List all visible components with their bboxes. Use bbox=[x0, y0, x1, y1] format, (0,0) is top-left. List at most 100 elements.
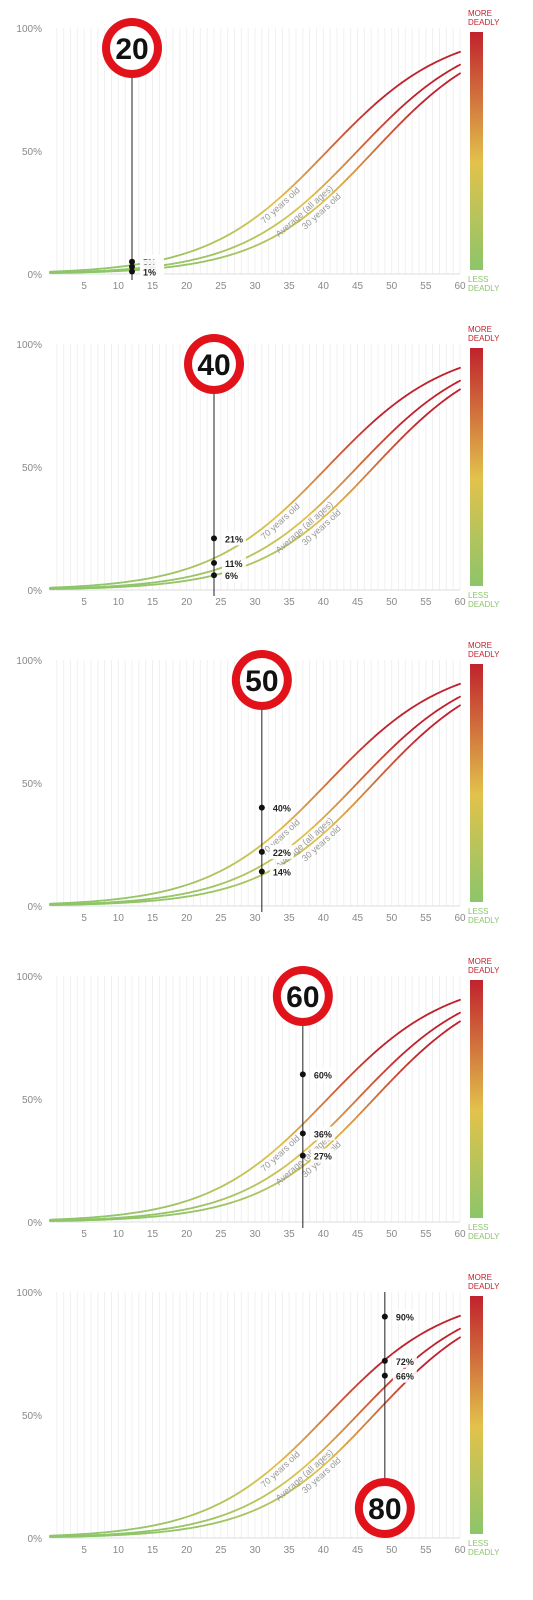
marker-point bbox=[258, 804, 265, 811]
series-line-2 bbox=[49, 72, 461, 274]
marker-value-label: 66% bbox=[396, 1372, 414, 1382]
series-line-2 bbox=[49, 704, 461, 906]
x-tick-label: 35 bbox=[284, 281, 296, 292]
x-tick-label: 25 bbox=[215, 597, 227, 608]
x-tick-label: 5 bbox=[81, 281, 87, 292]
x-tick-label: 45 bbox=[352, 1545, 364, 1556]
marker-value-label: 40% bbox=[273, 804, 291, 814]
series-line-2 bbox=[49, 1336, 461, 1538]
marker-label-bg bbox=[140, 264, 164, 279]
x-tick-label: 20 bbox=[181, 1229, 193, 1240]
x-tick-label: 55 bbox=[420, 597, 432, 608]
y-tick-label: 50% bbox=[22, 1411, 42, 1422]
x-tick-label: 5 bbox=[81, 1545, 87, 1556]
legend-less-label: LESS bbox=[468, 1539, 488, 1548]
y-tick-label: 50% bbox=[22, 779, 42, 790]
marker-point bbox=[211, 559, 217, 566]
legend-more-label: MORE bbox=[468, 325, 492, 334]
legend-deadly-label: DEADLY bbox=[468, 1548, 500, 1557]
deadliness-legend-bar bbox=[470, 664, 483, 902]
curve-segment bbox=[455, 1314, 461, 1319]
legend-less-label: LESS bbox=[468, 591, 488, 600]
speed-sign-face bbox=[239, 658, 284, 702]
marker-label-bg bbox=[392, 1368, 417, 1383]
y-tick-label: 0% bbox=[28, 586, 43, 597]
x-tick-label: 35 bbox=[284, 1229, 296, 1240]
x-tick-label: 40 bbox=[318, 1229, 330, 1240]
speed-sign-number: 20 bbox=[115, 33, 148, 66]
x-tick-label: 30 bbox=[249, 281, 261, 292]
curve-segment bbox=[455, 1011, 461, 1016]
x-tick-label: 15 bbox=[147, 1545, 159, 1556]
marker-label-bg bbox=[269, 844, 294, 859]
series-line-0 bbox=[49, 50, 461, 273]
x-tick-label: 50 bbox=[386, 1545, 398, 1556]
marker-value-label: 1% bbox=[143, 268, 156, 278]
x-tick-label: 60 bbox=[454, 281, 466, 292]
curve-segment bbox=[455, 682, 461, 687]
x-tick-label: 15 bbox=[147, 597, 159, 608]
marker-point bbox=[211, 572, 217, 579]
speed-sign-number: 40 bbox=[197, 349, 230, 382]
x-tick-label: 30 bbox=[249, 913, 261, 924]
y-tick-label: 0% bbox=[28, 902, 43, 913]
legend-less-label: LESS bbox=[468, 275, 488, 284]
marker-value-label: 6% bbox=[225, 571, 238, 581]
x-tick-label: 10 bbox=[113, 1545, 125, 1556]
series-line-2 bbox=[49, 1020, 461, 1222]
marker-value-label: 27% bbox=[314, 1152, 332, 1162]
marker-value-label: 11% bbox=[225, 559, 243, 569]
curve-segment bbox=[455, 704, 461, 709]
legend-less-label: LESS bbox=[468, 1223, 488, 1232]
x-tick-label: 40 bbox=[318, 597, 330, 608]
curve-segment bbox=[455, 1327, 461, 1332]
marker-point bbox=[299, 1152, 306, 1159]
series-line-1 bbox=[49, 1011, 461, 1222]
marker-point bbox=[381, 1313, 388, 1320]
x-tick-label: 10 bbox=[113, 597, 125, 608]
y-tick-label: 100% bbox=[16, 24, 42, 35]
series-line-0 bbox=[49, 366, 461, 589]
curve-segment bbox=[455, 388, 461, 393]
x-tick-label: 25 bbox=[215, 913, 227, 924]
legend-deadly-label: DEADLY bbox=[468, 1232, 500, 1241]
legend-deadly-label: DEADLY bbox=[468, 650, 500, 659]
x-tick-label: 55 bbox=[420, 281, 432, 292]
series-line-0 bbox=[49, 682, 461, 905]
x-tick-label: 60 bbox=[454, 913, 466, 924]
x-tick-label: 20 bbox=[181, 1545, 193, 1556]
x-tick-label: 50 bbox=[386, 913, 398, 924]
marker-label-bg bbox=[310, 1148, 335, 1163]
x-tick-label: 55 bbox=[420, 1229, 432, 1240]
legend-deadly-label: DEADLY bbox=[468, 966, 500, 975]
x-tick-label: 20 bbox=[181, 597, 193, 608]
x-tick-label: 35 bbox=[284, 1545, 296, 1556]
x-tick-label: 40 bbox=[318, 913, 330, 924]
y-tick-label: 0% bbox=[28, 1534, 43, 1545]
speed-sign-face bbox=[110, 26, 154, 70]
marker-label-bg bbox=[222, 555, 246, 570]
legend-deadly-label: DEADLY bbox=[468, 284, 500, 293]
series-line-0 bbox=[49, 1314, 461, 1537]
y-tick-label: 0% bbox=[28, 270, 43, 281]
x-tick-label: 10 bbox=[113, 281, 125, 292]
x-tick-label: 20 bbox=[181, 913, 193, 924]
speed-sign-face bbox=[280, 974, 325, 1018]
x-tick-label: 55 bbox=[420, 1545, 432, 1556]
marker-value-label: 90% bbox=[396, 1313, 414, 1323]
x-tick-label: 60 bbox=[454, 597, 466, 608]
x-tick-label: 10 bbox=[113, 1229, 125, 1240]
deadliness-legend-bar bbox=[470, 980, 483, 1218]
curve-segment bbox=[455, 1020, 461, 1025]
speed-sign-face bbox=[192, 342, 236, 386]
x-tick-label: 30 bbox=[249, 597, 261, 608]
x-tick-label: 40 bbox=[318, 281, 330, 292]
curve-segment bbox=[455, 366, 461, 371]
marker-label-bg bbox=[222, 568, 246, 583]
curve-segment bbox=[455, 998, 461, 1003]
